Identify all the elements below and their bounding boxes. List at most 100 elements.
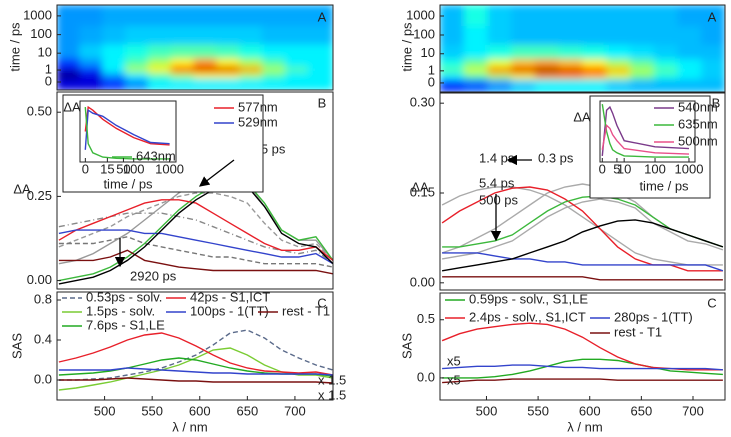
heat-cell bbox=[193, 77, 218, 90]
heat-cell bbox=[125, 65, 149, 73]
heat-cell bbox=[102, 77, 127, 90]
x-tick-label: 100 bbox=[644, 161, 666, 176]
inset-box bbox=[589, 95, 711, 199]
heat-cell bbox=[487, 66, 513, 74]
heat-cell bbox=[535, 72, 560, 80]
heat-cell bbox=[193, 57, 218, 67]
heat-cell bbox=[440, 5, 465, 26]
plot-area bbox=[441, 322, 723, 384]
y-tick-label: 10 bbox=[38, 45, 52, 60]
heat-cell bbox=[582, 57, 608, 68]
heat-cell bbox=[239, 71, 264, 79]
legend-label: 540nm bbox=[678, 99, 718, 114]
panel-label: B bbox=[318, 95, 327, 110]
heatmap bbox=[440, 5, 725, 92]
heat-cell bbox=[440, 57, 465, 68]
legend-label: 577nm bbox=[238, 99, 278, 114]
heat-cell bbox=[677, 72, 703, 80]
panel-label: C bbox=[317, 295, 326, 310]
heat-cell bbox=[125, 57, 149, 67]
heat-cell bbox=[102, 57, 127, 67]
series-line bbox=[58, 199, 333, 261]
x-tick-label: 50 bbox=[116, 161, 130, 176]
heat-cell bbox=[606, 66, 632, 74]
heat-cell bbox=[147, 71, 172, 79]
heat-cell bbox=[102, 43, 127, 59]
series-line bbox=[601, 124, 690, 155]
heat-cell bbox=[558, 43, 584, 59]
heat-cell bbox=[677, 5, 703, 26]
panel: 0.59ps - solv., S1,LE 2.4ps - solv., S1,I… bbox=[399, 291, 726, 434]
heat-cell bbox=[463, 66, 489, 74]
heat-cell bbox=[582, 24, 608, 45]
heat-cell bbox=[701, 57, 725, 68]
y-axis-label: ΔA bbox=[63, 99, 81, 114]
y-tick-label: 0.50 bbox=[27, 104, 52, 119]
heat-cell bbox=[307, 71, 333, 79]
legend-label: 529nm bbox=[238, 114, 278, 129]
y-tick-label: 0.4 bbox=[34, 331, 52, 346]
heat-cell bbox=[79, 43, 104, 59]
heat-cell bbox=[511, 43, 537, 59]
heat-cell bbox=[677, 43, 703, 59]
heat-cell bbox=[653, 24, 679, 45]
heat-cell bbox=[284, 65, 309, 73]
heat-cell bbox=[487, 57, 513, 68]
heat-cell bbox=[653, 57, 679, 68]
heat-cell bbox=[147, 77, 172, 90]
heat-cell bbox=[511, 66, 537, 74]
heat-cell bbox=[125, 43, 149, 59]
heat-cell bbox=[284, 77, 309, 90]
heat-cell bbox=[535, 57, 560, 68]
annotation: x 1.5 bbox=[318, 387, 346, 402]
series-line bbox=[601, 103, 689, 158]
series-line bbox=[441, 322, 723, 371]
heat-cell bbox=[677, 66, 703, 74]
heat-cell bbox=[79, 77, 104, 90]
panel-label: C bbox=[707, 295, 716, 310]
x-tick-label: 600 bbox=[579, 403, 601, 418]
heat-cell bbox=[284, 57, 309, 67]
x-tick-label: 1000 bbox=[155, 161, 184, 176]
heat-cell bbox=[677, 24, 703, 45]
heat-cell bbox=[630, 24, 655, 45]
series-line bbox=[441, 219, 724, 272]
heat-cell bbox=[102, 65, 127, 73]
heat-cell bbox=[535, 43, 560, 59]
panel: 0.53ps - solv.1.5ps - solv.7.6ps - S1,LE… bbox=[9, 289, 346, 434]
series-line bbox=[84, 108, 170, 150]
heat-cell bbox=[606, 78, 632, 92]
legend-label: 100ps - 1(TT) bbox=[190, 303, 269, 318]
heat-cell bbox=[630, 43, 655, 59]
heat-cell bbox=[262, 65, 286, 73]
heat-cell bbox=[606, 72, 632, 80]
heat-cell bbox=[653, 43, 679, 59]
x-tick-label: 700 bbox=[284, 403, 306, 418]
heat-cell bbox=[630, 66, 655, 74]
heat-cell bbox=[701, 78, 725, 92]
heat-cell bbox=[284, 71, 309, 79]
heat-cell bbox=[147, 24, 172, 45]
heat-cell bbox=[535, 24, 560, 45]
y-axis-label: SAS bbox=[399, 333, 414, 359]
heat-cell bbox=[582, 78, 608, 92]
heat-cell bbox=[440, 66, 465, 74]
plot-frame bbox=[56, 291, 334, 401]
y-axis-label: ΔA bbox=[13, 181, 31, 196]
legend-label: rest - T1 bbox=[282, 303, 330, 318]
y-tick-label: 0.00 bbox=[27, 272, 52, 287]
series-line bbox=[58, 329, 333, 381]
heat-cell bbox=[653, 66, 679, 74]
heat-cell bbox=[511, 78, 537, 92]
x-tick-label: 500 bbox=[476, 403, 498, 418]
heat-cell bbox=[79, 65, 104, 73]
series-line bbox=[58, 192, 333, 261]
heat-cell bbox=[307, 57, 333, 67]
plot-area bbox=[441, 183, 724, 281]
heat-cell bbox=[582, 66, 608, 74]
heat-cell bbox=[125, 77, 149, 90]
heat-cell bbox=[307, 43, 333, 59]
plot-frame bbox=[56, 4, 334, 91]
legend-label: 0.53ps - solv. bbox=[86, 289, 162, 304]
